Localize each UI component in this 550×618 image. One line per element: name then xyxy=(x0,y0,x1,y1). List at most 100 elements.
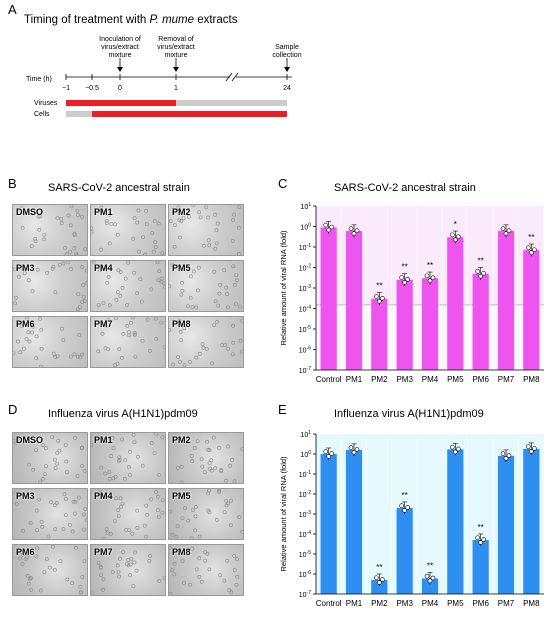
y-tick-label: 10-2 xyxy=(299,490,311,499)
data-point xyxy=(453,237,458,243)
flu-micrograph: PM2 xyxy=(168,432,244,484)
data-point xyxy=(500,226,506,232)
bar-pm2 xyxy=(371,298,388,370)
sars-micrograph: PM8 xyxy=(168,316,244,368)
micrograph-label: PM2 xyxy=(172,207,191,217)
significance-marker: ** xyxy=(376,563,382,572)
data-point xyxy=(402,508,407,513)
y-tick-label: 10-7 xyxy=(299,590,311,599)
data-point xyxy=(377,298,382,304)
micrograph-label: PM5 xyxy=(172,491,191,501)
y-tick-label: 101 xyxy=(300,202,311,211)
data-point xyxy=(500,451,506,456)
data-point xyxy=(354,228,360,233)
row-label-cells: Cells xyxy=(34,111,50,118)
y-tick-label: 10-3 xyxy=(299,510,311,519)
micrograph-label: DMSO xyxy=(16,207,43,217)
flu-micrograph: PM8 xyxy=(168,544,244,596)
y-tick-label: 10-3 xyxy=(299,284,311,293)
data-point xyxy=(506,453,512,458)
micrograph-label: PM3 xyxy=(16,491,35,501)
arrow-removal xyxy=(173,58,179,72)
data-point xyxy=(526,245,531,251)
bar-pm4 xyxy=(421,578,439,594)
bar-pm7 xyxy=(497,231,515,370)
y-tick-label: 10-4 xyxy=(299,530,311,539)
data-point xyxy=(478,273,483,279)
data-point xyxy=(329,451,334,456)
category-label: PM4 xyxy=(422,375,439,384)
time-tick-label: 0 xyxy=(118,85,122,92)
data-point xyxy=(329,224,334,230)
bar-pm5 xyxy=(447,237,464,370)
time-tick-label: −1 xyxy=(62,85,70,92)
data-point xyxy=(399,275,404,280)
data-point xyxy=(503,231,509,236)
data-point xyxy=(453,449,458,455)
bar-pm3 xyxy=(396,279,413,370)
sars-micrograph: PM7 xyxy=(90,316,166,368)
micrograph-label: PM1 xyxy=(94,435,113,445)
y-tick-label: 100 xyxy=(300,223,311,232)
micrograph-label: PM8 xyxy=(172,547,191,557)
panel-a-title: Timing of treatment with P. mume extract… xyxy=(24,14,237,26)
category-label: PM7 xyxy=(498,375,515,384)
data-point xyxy=(427,278,433,284)
sars-micrograph: PM5 xyxy=(168,260,244,312)
panel-letter-c: C xyxy=(278,176,288,191)
micrograph-label: PM4 xyxy=(94,263,113,273)
category-label: PM8 xyxy=(523,599,540,608)
bar-pm5 xyxy=(447,449,464,594)
flu-micrograph: DMSO xyxy=(12,432,88,484)
data-point xyxy=(405,505,410,510)
panel-a-title-italic: P. mume xyxy=(149,14,195,26)
significance-marker: * xyxy=(454,220,457,229)
micrograph-label: PM5 xyxy=(172,263,191,273)
panel-b-title: SARS-CoV-2 ancestral strain xyxy=(48,182,190,194)
category-label: PM8 xyxy=(523,375,540,384)
bar-pm3 xyxy=(396,507,413,594)
flu-micrograph: PM5 xyxy=(168,488,244,540)
data-point xyxy=(450,232,455,238)
category-label: PM3 xyxy=(396,375,413,384)
sars-micrograph: PM4 xyxy=(90,260,166,312)
sars-micrograph: PM2 xyxy=(168,204,244,256)
flu-micrograph: PM1 xyxy=(90,432,166,484)
data-point xyxy=(430,275,436,281)
flu-micrograph: PM7 xyxy=(90,544,166,596)
arrow-sample xyxy=(284,58,290,72)
data-point xyxy=(475,535,480,541)
data-point xyxy=(323,449,328,455)
sars-micrograph: PM6 xyxy=(12,316,88,368)
chart-c-title: SARS-CoV-2 ancestral strain xyxy=(334,182,476,194)
data-point xyxy=(351,231,357,236)
data-point xyxy=(532,446,537,451)
data-point xyxy=(430,575,436,581)
micrograph-label: PM3 xyxy=(16,263,35,273)
data-point xyxy=(351,450,357,455)
sars-micrograph: PM3 xyxy=(12,260,88,312)
category-label: PM2 xyxy=(371,375,388,384)
y-tick-label: 101 xyxy=(300,430,311,439)
time-tick-label: 1 xyxy=(174,85,178,92)
category-label: PM1 xyxy=(346,599,363,608)
annotation-sample: Sample collection xyxy=(272,44,301,59)
data-point xyxy=(450,444,455,450)
data-point xyxy=(529,250,534,256)
y-tick-label: 10-1 xyxy=(299,243,311,252)
category-label: PM5 xyxy=(447,375,464,384)
data-point xyxy=(503,456,509,461)
bar-pm2 xyxy=(371,580,388,594)
chart-e: Control PM1 ** PM2 ** PM3 ** PM4 PM5 ** PM6 PM7 PM8 1… xyxy=(279,430,544,608)
flu-micrograph: PM4 xyxy=(90,488,166,540)
bar-shade xyxy=(366,434,392,594)
data-point xyxy=(424,573,430,579)
y-tick-label: 100 xyxy=(300,450,311,459)
data-point xyxy=(405,277,410,282)
category-label: PM4 xyxy=(422,599,439,608)
micrograph-label: PM6 xyxy=(16,547,35,557)
row-label-viruses: Viruses xyxy=(34,100,58,107)
data-point xyxy=(456,234,461,240)
viruses-bar-active xyxy=(66,100,176,106)
panel-letter-d: D xyxy=(8,402,18,417)
